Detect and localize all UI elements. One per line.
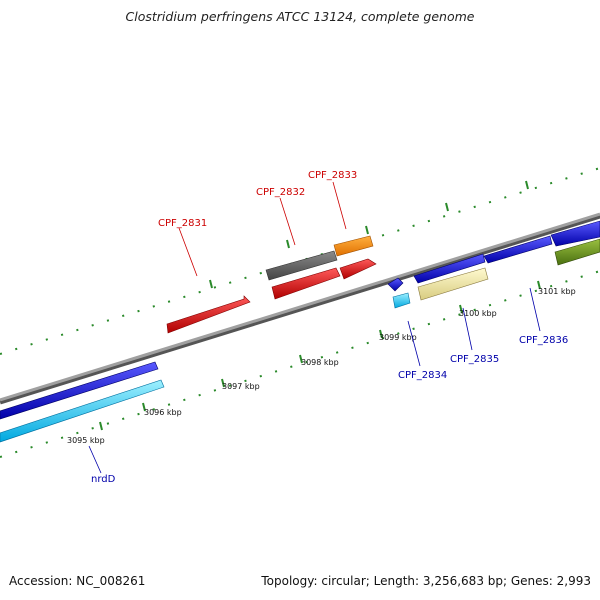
scale-label-3096: 3096 kbp — [144, 408, 182, 417]
feature-CPF_2835-blue[interactable] — [413, 253, 486, 284]
gene-label-CPF_2835[interactable]: CPF_2835 — [450, 354, 499, 365]
genome-summary: Topology: circular; Length: 3,256,683 bp… — [261, 574, 591, 588]
gene-label-CPF_2831[interactable]: CPF_2831 — [158, 218, 207, 229]
gene-label-CPF_2832[interactable]: CPF_2832 — [256, 187, 305, 198]
major-ticks — [99, 180, 541, 431]
gene-label-CPF_2836[interactable]: CPF_2836 — [519, 335, 568, 346]
genome-backbone-shadow — [0, 213, 600, 405]
leader-CPF_2831 — [178, 227, 198, 277]
feature-CPF_2837-olive[interactable] — [554, 238, 600, 266]
feature-CPF_2832[interactable] — [271, 267, 341, 300]
scale-label-3098: 3098 kbp — [301, 358, 339, 367]
gene-label-CPF_2834[interactable]: CPF_2834 — [398, 370, 447, 381]
feature-CPF_2834-cyan[interactable] — [392, 292, 411, 309]
feature-CPF_2833[interactable] — [339, 258, 377, 280]
leader-CPF_2833 — [332, 181, 347, 230]
scale-label-3100: 3100 kbp — [459, 309, 497, 318]
leader-CPF_2836 — [529, 287, 541, 332]
leader-CPF_2835 — [462, 307, 473, 351]
accession-label: Accession: NC_008261 — [9, 574, 146, 588]
leader-CPF_2834 — [407, 320, 421, 367]
scale-label-3099: 3099 kbp — [379, 333, 417, 342]
feature-CPF_2837-blue[interactable] — [550, 220, 600, 247]
feature-CPF_2833-orange[interactable] — [333, 235, 374, 257]
leader-CPF_2832 — [279, 197, 296, 246]
leader-nrdD — [88, 445, 102, 474]
scale-label-3095: 3095 kbp — [67, 436, 105, 445]
genome-backbone — [0, 212, 600, 402]
gene-label-nrdD[interactable]: nrdD — [91, 474, 116, 485]
gene-label-CPF_2833[interactable]: CPF_2833 — [308, 170, 357, 181]
inner-tick-row — [0, 270, 600, 458]
feature-CPF_2832-grey[interactable] — [265, 250, 338, 281]
scale-label-3097: 3097 kbp — [222, 382, 260, 391]
feature-nrdD-cyan[interactable] — [0, 379, 165, 443]
feature-CPF_2835-khaki[interactable] — [417, 267, 489, 301]
feature-CPF_2831[interactable] — [166, 295, 251, 334]
scale-label-3101: 3101 kbp — [538, 287, 576, 296]
feature-nrdD-blue[interactable] — [0, 361, 159, 420]
map-title: Clostridium perfringens ATCC 13124, comp… — [125, 9, 475, 24]
feature-CPF_2834-blue[interactable] — [387, 277, 404, 292]
feature-CPF_2836-blue[interactable] — [483, 235, 553, 264]
